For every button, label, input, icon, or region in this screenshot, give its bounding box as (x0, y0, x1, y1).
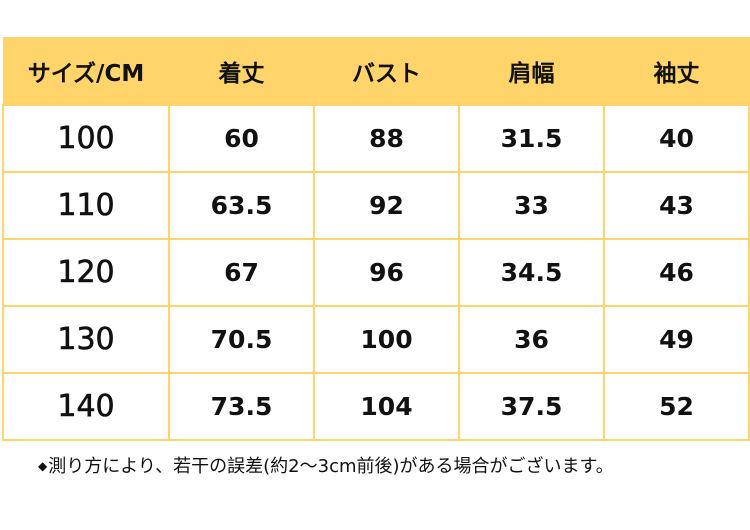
header-row: サイズ/CM 着丈 バスト 肩幅 袖丈 (2, 37, 750, 106)
sleeve-cell: 52 (603, 372, 750, 441)
measurement-note-text: 測り方により、若干の誤差(約2～3cm前後)がある場合がございます。 (48, 456, 614, 477)
header-bust: バスト (313, 37, 460, 106)
sleeve-cell: 46 (603, 238, 750, 307)
table-row: 130 70.5 100 36 49 (2, 305, 750, 374)
size-cell: 120 (2, 238, 170, 307)
table-row: 120 67 96 34.5 46 (2, 238, 750, 307)
length-cell: 67 (168, 238, 315, 307)
shoulder-cell: 36 (458, 305, 605, 374)
shoulder-cell: 33 (458, 171, 605, 240)
header-shoulder: 肩幅 (458, 37, 605, 106)
size-cell: 130 (2, 305, 170, 374)
header-size: サイズ/CM (2, 37, 170, 106)
size-chart-table: サイズ/CM 着丈 バスト 肩幅 袖丈 100 60 88 31.5 40 11… (2, 37, 750, 441)
bust-cell: 104 (313, 372, 460, 441)
header-sleeve: 袖丈 (603, 37, 750, 106)
sleeve-cell: 49 (603, 305, 750, 374)
length-cell: 63.5 (168, 171, 315, 240)
sleeve-cell: 40 (603, 104, 750, 173)
table-row: 110 63.5 92 33 43 (2, 171, 750, 240)
length-cell: 73.5 (168, 372, 315, 441)
size-cell: 140 (2, 372, 170, 441)
shoulder-cell: 37.5 (458, 372, 605, 441)
bust-cell: 88 (313, 104, 460, 173)
shoulder-cell: 31.5 (458, 104, 605, 173)
sleeve-cell: 43 (603, 171, 750, 240)
shoulder-cell: 34.5 (458, 238, 605, 307)
size-cell: 110 (2, 171, 170, 240)
bust-cell: 100 (313, 305, 460, 374)
diamond-bullet-icon: ◆ (38, 459, 48, 473)
table-row: 100 60 88 31.5 40 (2, 104, 750, 173)
bust-cell: 92 (313, 171, 460, 240)
bust-cell: 96 (313, 238, 460, 307)
table-row: 140 73.5 104 37.5 52 (2, 372, 750, 441)
measurement-note: ◆測り方により、若干の誤差(約2～3cm前後)がある場合がございます。 (38, 452, 614, 478)
length-cell: 60 (168, 104, 315, 173)
length-cell: 70.5 (168, 305, 315, 374)
size-cell: 100 (2, 104, 170, 173)
header-length: 着丈 (168, 37, 315, 106)
